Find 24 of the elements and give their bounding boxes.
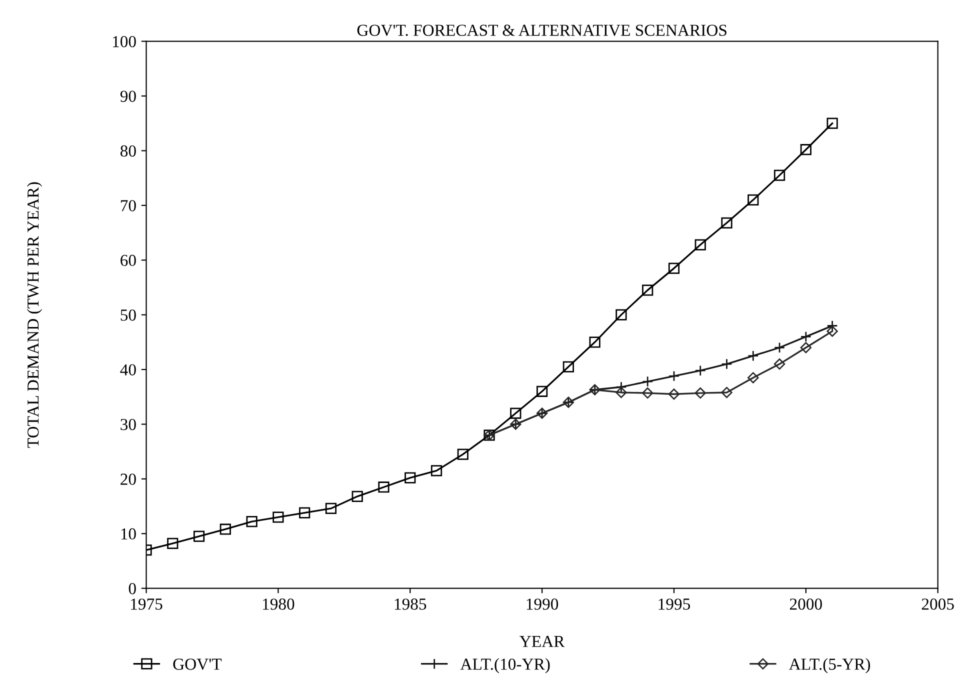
y-tick-label: 40: [120, 364, 136, 376]
y-tick-label: 30: [120, 418, 136, 430]
y-tick-label: 90: [120, 90, 136, 102]
y-tick-label: 10: [121, 528, 136, 540]
y-tick-label: 100: [113, 36, 136, 48]
legend-label: GOV'T: [173, 658, 222, 670]
x-tick-label: 2005: [922, 598, 954, 610]
y-tick-label: 60: [120, 254, 136, 266]
x-tick-label: 2000: [790, 598, 822, 610]
y-tick-label: 20: [120, 474, 136, 485]
legend-label: ALT.(10-YR): [460, 658, 550, 674]
x-tick-label: 1985: [394, 598, 426, 610]
legend-label: ALT.(5-YR): [788, 658, 870, 674]
y-tick-label: 70: [120, 200, 136, 212]
y-tick-label: 0: [128, 583, 136, 594]
y-axis-title: TOTAL DEMAND (TWH PER YEAR): [26, 182, 42, 448]
x-tick-label: 1995: [658, 598, 690, 610]
x-tick-label: 1980: [262, 598, 294, 610]
x-tick-label: 1975: [131, 598, 162, 610]
y-tick-label: 50: [120, 310, 136, 321]
x-tick-label: 1990: [526, 598, 558, 610]
y-tick-label: 80: [120, 145, 136, 157]
x-axis-title: YEAR: [520, 636, 565, 647]
chart-title: GOV'T. FORECAST & ALTERNATIVE SCENARIOS: [357, 24, 726, 36]
